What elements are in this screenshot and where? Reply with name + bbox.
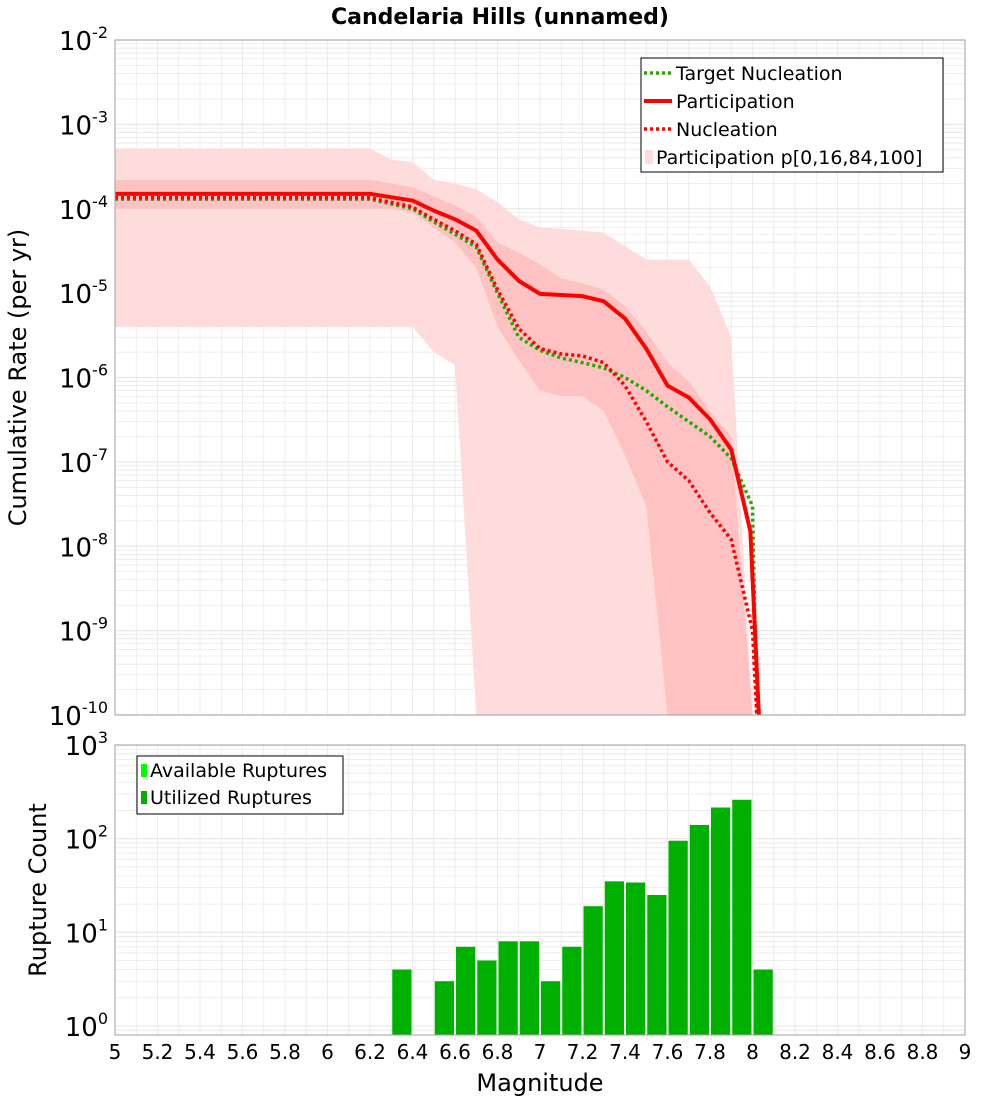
bar — [541, 981, 561, 1035]
x-tick-label: 8.4 — [822, 1040, 854, 1064]
bar — [626, 882, 646, 1035]
legend-box — [640, 57, 944, 173]
legend-swatch — [141, 791, 147, 804]
legend: Target Nucleation Participation Nucleation… — [640, 57, 944, 173]
y-tick-label: 10-4 — [59, 192, 108, 226]
legend-label: Nucleation — [676, 119, 778, 141]
y-tick-label: 10-6 — [59, 361, 108, 395]
legend-label: Participation p[0,16,84,100] — [656, 147, 922, 169]
y-tick-label: 103 — [65, 728, 108, 762]
x-tick-label: 5 — [109, 1040, 122, 1064]
x-tick-label: 7 — [534, 1040, 547, 1064]
x-tick-label: 8.2 — [779, 1040, 811, 1064]
legend-label: Available Ruptures — [150, 760, 327, 782]
x-tick-label: 7.6 — [652, 1040, 684, 1064]
x-tick-label: 8.8 — [907, 1040, 939, 1064]
bar — [477, 960, 497, 1035]
x-axis-label: Magnitude — [476, 1069, 603, 1097]
y-tick-label: 101 — [65, 915, 108, 949]
x-tick-label: 6.2 — [354, 1040, 386, 1064]
legend-box — [136, 755, 344, 815]
x-tick-label: 7.4 — [609, 1040, 641, 1064]
x-tick-label: 5.2 — [142, 1040, 174, 1064]
plot-frame — [114, 744, 966, 1036]
x-tick-label: 7.8 — [694, 1040, 726, 1064]
series-target-nucleation — [115, 197, 759, 716]
bar — [498, 941, 518, 1035]
bar — [732, 799, 752, 1035]
legend-swatch — [141, 764, 147, 777]
bar — [456, 946, 476, 1035]
bar — [604, 881, 624, 1035]
legend-swatch — [645, 150, 653, 164]
series-nucleation — [115, 196, 759, 716]
bar — [583, 906, 603, 1035]
x-tick-label: 6.6 — [439, 1040, 471, 1064]
bar — [562, 946, 582, 1035]
y-tick-label: 10-9 — [59, 614, 108, 648]
y-tick-label: 100 — [65, 1009, 108, 1043]
legend: Available Ruptures Utilized Ruptures — [136, 755, 344, 815]
bar — [753, 969, 773, 1035]
x-tick-label: 6.8 — [482, 1040, 514, 1064]
bar — [689, 824, 709, 1035]
y-tick-label: 10-2 — [59, 23, 108, 57]
y-tick-label: 10-10 — [49, 698, 108, 732]
bar — [668, 840, 688, 1035]
x-tick-label: 8.6 — [864, 1040, 896, 1064]
legend-label: Utilized Ruptures — [150, 787, 312, 809]
y-tick-label: 10-5 — [59, 276, 108, 310]
x-tick-label: 5.4 — [184, 1040, 216, 1064]
x-tick-label: 8 — [746, 1040, 759, 1064]
x-tick-label: 7.2 — [567, 1040, 599, 1064]
y-tick-label: 10-8 — [59, 529, 108, 563]
chart-title: Candelaria Hills (unnamed) — [331, 5, 669, 30]
y-tick-label: 102 — [65, 822, 108, 856]
y-tick-label: 10-7 — [59, 445, 108, 479]
bar — [647, 895, 667, 1035]
plot-frame — [114, 39, 966, 716]
x-tick-label: 5.6 — [227, 1040, 259, 1064]
rate-panel: 10-10 10-9 10-8 10-7 10-6 10-5 10-4 10-3 10-2 Cum… — [4, 23, 966, 732]
y-axis-label: Rupture Count — [24, 803, 52, 977]
x-tick-label: 5.8 — [269, 1040, 301, 1064]
series-participation — [115, 191, 761, 716]
bar — [711, 807, 731, 1035]
bar — [434, 981, 454, 1035]
x-tick-label: 9 — [959, 1040, 972, 1064]
x-tick-label: 6.4 — [397, 1040, 429, 1064]
y-tick-label: 10-3 — [59, 107, 108, 141]
bar — [519, 941, 539, 1035]
x-tick-label: 6 — [321, 1040, 334, 1064]
legend-label: Target Nucleation — [675, 63, 843, 85]
bar — [392, 969, 412, 1035]
legend-label: Participation — [676, 91, 795, 113]
band-p16-p84 — [115, 179, 753, 715]
y-axis-label: Cumulative Rate (per yr) — [4, 229, 32, 527]
